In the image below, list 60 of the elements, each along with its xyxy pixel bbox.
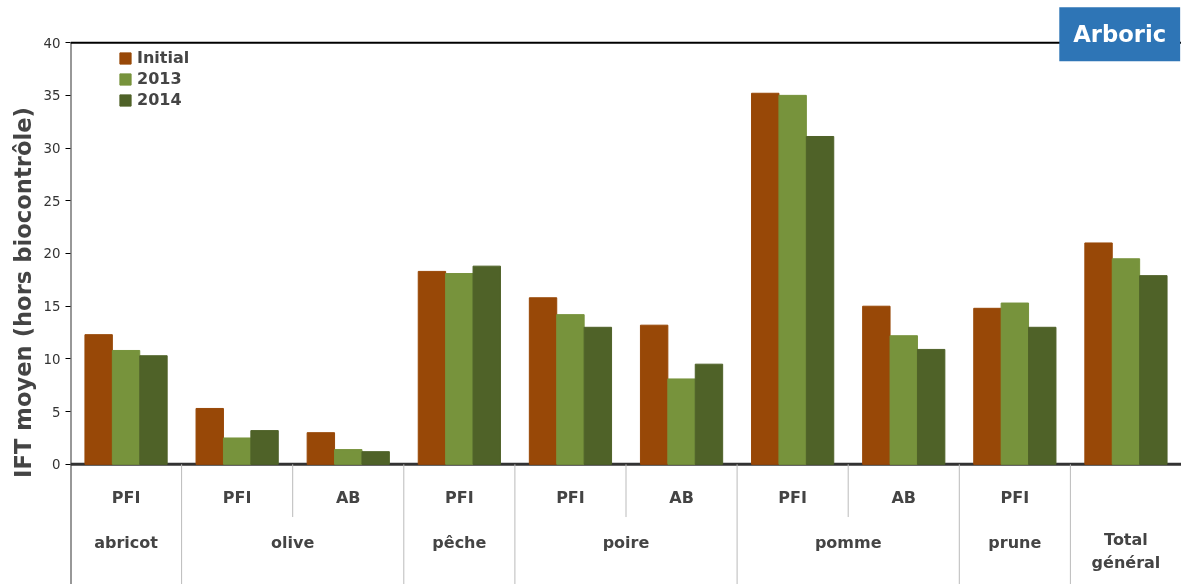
bar: [583, 326, 613, 465]
legend-label: 2013: [137, 69, 182, 88]
y-axis-title: IFT moyen (hors biocontrôle): [9, 107, 36, 478]
bar: [667, 378, 696, 465]
bar: [528, 297, 558, 465]
bar: [1028, 326, 1057, 465]
y-tick-label: 35: [43, 88, 61, 104]
x-tick-label: PFI: [778, 487, 807, 507]
bar: [445, 273, 474, 465]
bar: [1084, 242, 1113, 465]
x-tick-label: PFI: [1000, 487, 1030, 507]
text: olive: [271, 532, 315, 552]
bar: [361, 451, 390, 465]
bar: [84, 334, 113, 465]
bar: [222, 437, 252, 465]
bar: [805, 135, 835, 465]
y-tick-label: 15: [43, 299, 61, 315]
text: pêche: [432, 532, 487, 552]
x-tick-label: AB: [891, 487, 917, 507]
y-tick-label: 5: [52, 404, 61, 420]
y-tick-label: 20: [43, 246, 61, 262]
bar: [694, 363, 724, 465]
y-tick-label: 30: [43, 141, 61, 157]
bar: [195, 407, 224, 465]
bar: [778, 94, 807, 465]
bar: [306, 432, 336, 465]
bar: [889, 335, 918, 465]
bar: [139, 355, 168, 465]
legend-label: Initial: [137, 48, 190, 67]
y-tick-label: 40: [43, 35, 61, 51]
text: abricot: [94, 532, 159, 552]
text: poire: [602, 532, 650, 552]
bar: [334, 449, 363, 465]
bar: [556, 314, 585, 465]
bar: [862, 305, 891, 465]
annotation: Arboric: [1073, 21, 1167, 48]
bar: [639, 324, 669, 465]
x-tick-label: PFI: [445, 487, 474, 507]
bar: [973, 307, 1002, 465]
x-tick-label: PFI: [222, 487, 252, 507]
y-tick-label: 25: [43, 193, 61, 209]
x-tick-label: AB: [669, 487, 694, 507]
text: pomme: [814, 532, 882, 552]
text: Total général: [1091, 529, 1161, 572]
bar: [1000, 302, 1030, 465]
bar: [417, 270, 447, 465]
bar: [1139, 275, 1168, 465]
text: prune: [988, 532, 1042, 552]
legend-label: 2014: [137, 90, 182, 109]
y-tick-label: 0: [52, 457, 61, 473]
bar: [1111, 258, 1141, 465]
bar: [751, 92, 780, 465]
bar: [472, 265, 501, 465]
y-tick-label: 10: [43, 351, 61, 367]
bar: [111, 349, 141, 465]
x-tick-label: PFI: [111, 487, 141, 507]
bar: [250, 430, 279, 465]
x-tick-label: AB: [335, 487, 361, 507]
bar: [916, 348, 946, 465]
x-tick-label: PFI: [556, 487, 585, 507]
